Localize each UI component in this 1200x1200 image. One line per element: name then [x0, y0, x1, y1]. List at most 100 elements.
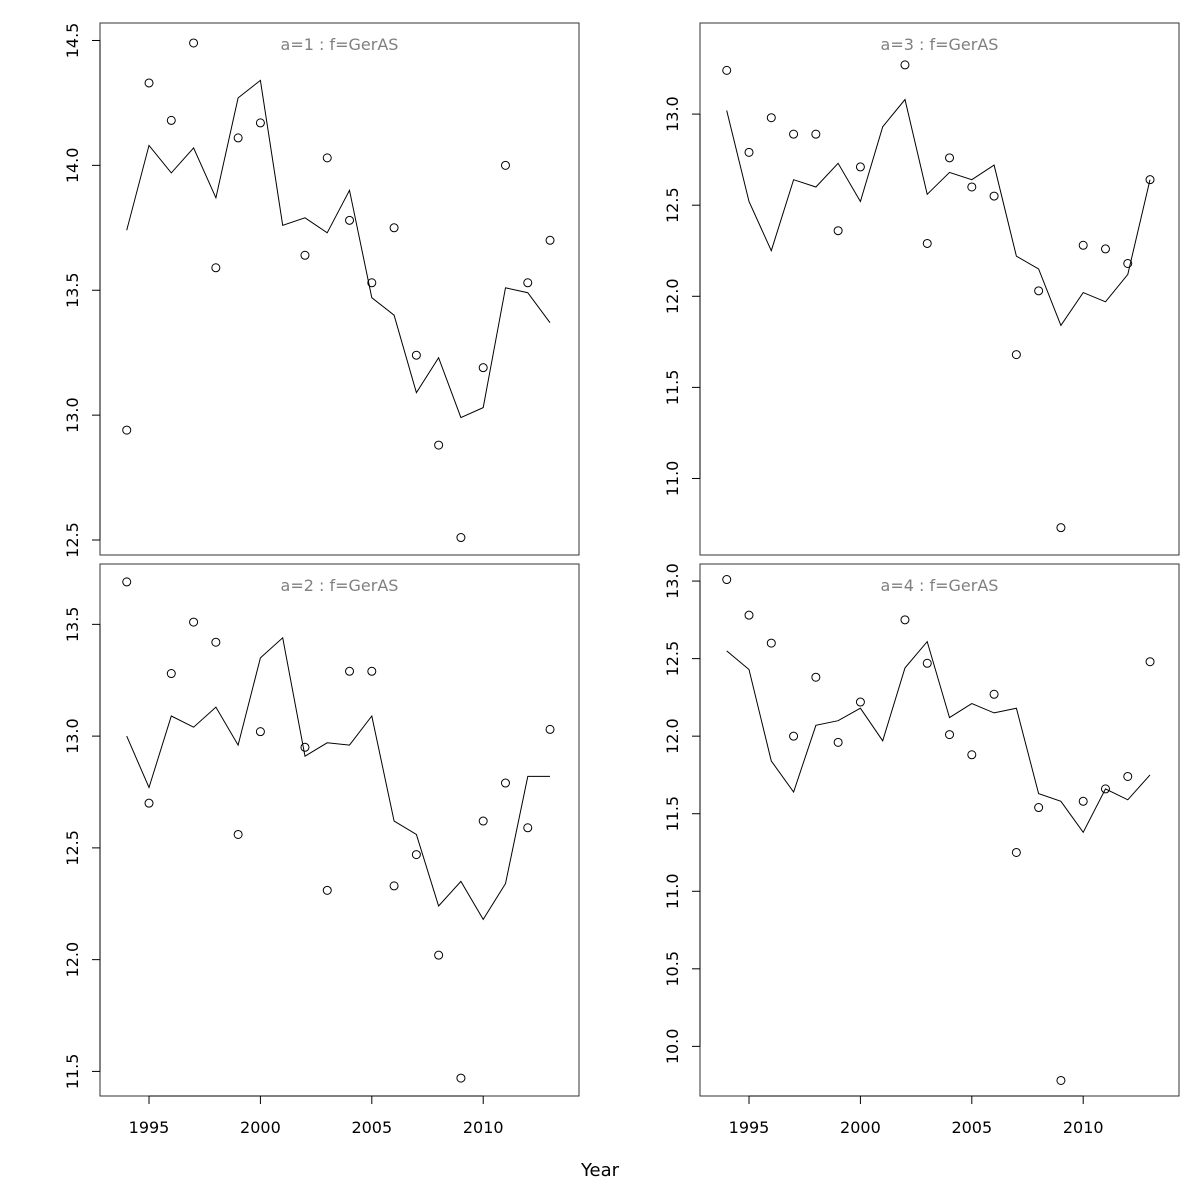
fitted-line [726, 640, 1151, 834]
panel-1: a=1 : f=GerAS 12.5 13.0 13.5 14.0 14.5 [63, 22, 580, 558]
observed-point [211, 637, 221, 647]
observed-point [945, 153, 955, 163]
x-tick-label: 2010 [1063, 1118, 1104, 1137]
x-axis-label: Year [580, 1160, 620, 1181]
observed-point [434, 440, 444, 450]
observed-point [1034, 803, 1044, 813]
observed-point [367, 666, 377, 676]
observed-point [989, 191, 999, 201]
y-tick-label: 13.0 [63, 718, 82, 754]
observed-point [255, 727, 265, 737]
observed-point [500, 160, 510, 170]
x-tick-label: 2005 [951, 1118, 992, 1137]
x-tick-label: 2000 [240, 1118, 281, 1137]
observed-point [411, 350, 421, 360]
observed-point [166, 669, 176, 679]
observed-point [189, 38, 199, 48]
observed-point [1011, 847, 1021, 857]
observed-point [233, 133, 243, 143]
plot-frame [699, 563, 1180, 1097]
plot-frame [699, 22, 1180, 556]
observed-point [900, 615, 910, 625]
fitted-line [126, 636, 550, 921]
y-tick-label: 12.5 [63, 522, 82, 558]
y-tick-label: 13.0 [663, 96, 682, 132]
y-tick-label: 12.0 [663, 718, 682, 754]
y-tick-label: 13.5 [63, 272, 82, 308]
observed-point [389, 881, 399, 891]
observed-point [855, 697, 865, 707]
x-tick-label: 2000 [840, 1118, 881, 1137]
observed-point [434, 950, 444, 960]
observed-point [766, 638, 776, 648]
observed-point [367, 278, 377, 288]
observed-point [322, 885, 332, 895]
observed-point [389, 223, 399, 233]
observed-point [833, 226, 843, 236]
observed-point [989, 689, 999, 699]
observed-point [1123, 258, 1133, 268]
fitted-line [126, 79, 551, 419]
x-tick-label: 1995 [729, 1118, 770, 1137]
observed-point [166, 115, 176, 125]
observed-point [922, 238, 932, 248]
observed-point [922, 658, 932, 668]
observed-point [523, 278, 533, 288]
observed-point [1123, 771, 1133, 781]
y-tick-label: 12.5 [63, 830, 82, 866]
plot-frame [99, 563, 580, 1097]
observed-point [833, 737, 843, 747]
observed-point [122, 577, 132, 587]
y-tick-label: 11.5 [663, 796, 682, 832]
observed-point [500, 778, 510, 788]
observed-point [300, 250, 310, 260]
y-tick-label: 11.5 [63, 1054, 82, 1090]
observed-point [811, 129, 821, 139]
observed-point [1056, 1075, 1066, 1085]
observed-point [1145, 175, 1155, 185]
y-tick-label: 10.5 [663, 951, 682, 987]
observed-point [1100, 244, 1110, 254]
plot-frame [99, 22, 580, 556]
observed-point [1078, 796, 1088, 806]
x-tick-label: 1995 [129, 1118, 170, 1137]
observed-point [766, 113, 776, 123]
y-tick-label: 11.5 [663, 370, 682, 406]
x-tick-label: 2005 [351, 1118, 392, 1137]
observed-point [122, 425, 132, 435]
observed-point [456, 1073, 466, 1083]
observed-point [411, 850, 421, 860]
y-tick-label: 10.0 [663, 1029, 682, 1065]
observed-point [255, 118, 265, 128]
observed-point [545, 724, 555, 734]
observed-point [211, 263, 221, 273]
observed-point [523, 823, 533, 833]
observed-point [811, 672, 821, 682]
y-tick-label: 14.0 [63, 148, 82, 184]
observed-point [545, 235, 555, 245]
observed-point [900, 60, 910, 70]
observed-point [789, 731, 799, 741]
panel-title: a=1 : f=GerAS [281, 35, 399, 54]
panel-title: a=4 : f=GerAS [881, 576, 999, 595]
observed-point [855, 162, 865, 172]
observed-point [967, 182, 977, 192]
panel-title: a=3 : f=GerAS [881, 35, 999, 54]
observed-point [1011, 350, 1021, 360]
observed-point [345, 215, 355, 225]
panels: a=1 : f=GerAS 12.5 13.0 13.5 14.0 14.5 a=3 : f… [63, 22, 1180, 1137]
observed-point [722, 575, 732, 585]
observed-point [1145, 657, 1155, 667]
observed-point [189, 617, 199, 627]
y-tick-label: 11.0 [663, 461, 682, 497]
observed-point [1078, 240, 1088, 250]
y-tick-label: 12.0 [63, 942, 82, 978]
observed-point [144, 798, 154, 808]
observed-point [945, 730, 955, 740]
observed-point [456, 533, 466, 543]
observed-point [722, 65, 732, 75]
observed-point [1056, 523, 1066, 533]
observed-point [744, 147, 754, 157]
observed-point [345, 666, 355, 676]
